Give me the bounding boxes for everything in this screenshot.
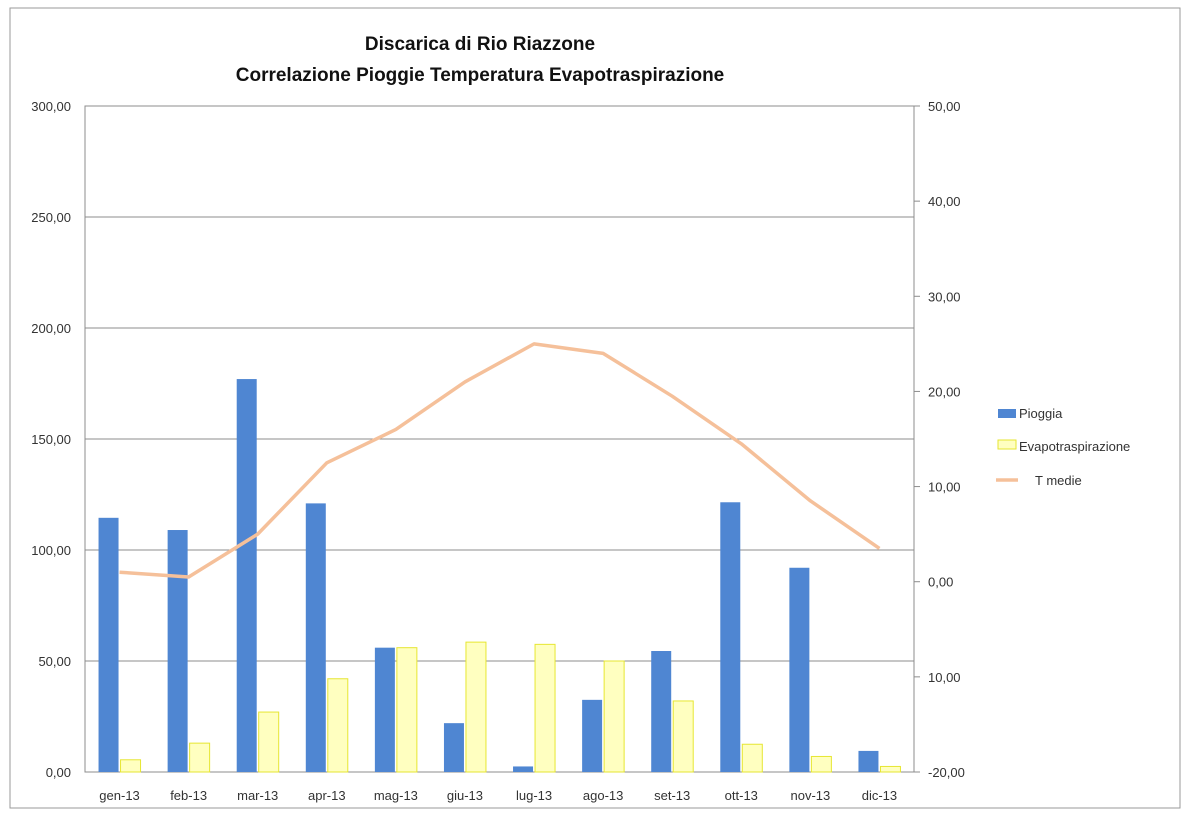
legend-label-t-medie: T medie	[1035, 473, 1082, 488]
x-category-label: mar-13	[237, 788, 278, 803]
bar-pioggia	[305, 503, 326, 772]
y-right-tick-label: 10,00	[928, 670, 961, 685]
x-category-label: giu-13	[447, 788, 483, 803]
x-category-label: ago-13	[583, 788, 623, 803]
x-category-label: gen-13	[99, 788, 139, 803]
x-category-label: dic-13	[862, 788, 897, 803]
chart-subtitle: Correlazione Pioggie Temperatura Evapotr…	[236, 65, 725, 86]
x-category-label: set-13	[654, 788, 690, 803]
bar-evapotraspirazione	[396, 647, 418, 773]
bar-pioggia	[443, 723, 464, 772]
bar-pioggia	[98, 517, 119, 772]
y-left-tick-label: 100,00	[31, 543, 71, 558]
bar-evapotraspirazione	[879, 765, 901, 773]
legend-label-evapotraspirazione: Evapotraspirazione	[1019, 439, 1130, 454]
chart-marks	[98, 342, 901, 773]
x-category-label: mag-13	[374, 788, 418, 803]
y-right-tick-label: 50,00	[928, 99, 961, 114]
y-left-tick-label: 50,00	[38, 654, 71, 669]
y-left-tick-label: 0,00	[46, 765, 71, 780]
bar-pioggia	[858, 750, 879, 772]
bar-pioggia	[513, 766, 534, 772]
bar-pioggia	[167, 530, 188, 772]
line-t-medie	[119, 342, 881, 579]
chart-title: Discarica di Rio Riazzone	[365, 34, 595, 55]
bar-pioggia	[374, 647, 395, 772]
bar-pioggia	[720, 502, 741, 772]
legend: Pioggia Evapotraspirazione T medie	[996, 406, 1130, 488]
bar-pioggia	[789, 567, 810, 772]
y-left-tick-label: 300,00	[31, 99, 71, 114]
bar-evapotraspirazione	[672, 700, 694, 773]
y-left-tick-label: 250,00	[31, 210, 71, 225]
y-right-tick-label: 40,00	[928, 194, 961, 209]
x-category-label: feb-13	[170, 788, 207, 803]
y-right-tick-label: 10,00	[928, 480, 961, 495]
y-left-tick-label: 150,00	[31, 432, 71, 447]
bar-evapotraspirazione	[189, 742, 211, 773]
bar-pioggia	[651, 651, 672, 772]
bar-evapotraspirazione	[120, 759, 142, 773]
x-category-label: nov-13	[791, 788, 831, 803]
x-category-label: apr-13	[308, 788, 346, 803]
bar-evapotraspirazione	[327, 678, 349, 773]
legend-label-pioggia: Pioggia	[1019, 406, 1063, 421]
plot-area	[84, 105, 915, 773]
y-left-tick-label: 200,00	[31, 321, 71, 336]
bar-evapotraspirazione	[741, 743, 763, 773]
bar-evapotraspirazione	[603, 660, 625, 773]
x-category-label: lug-13	[516, 788, 552, 803]
chart-border	[9, 7, 1181, 809]
x-category-label: ott-13	[725, 788, 758, 803]
bar-evapotraspirazione	[534, 643, 556, 773]
bar-evapotraspirazione	[465, 641, 487, 773]
bar-evapotraspirazione	[810, 755, 832, 773]
legend-swatch-pioggia	[998, 409, 1016, 418]
y-right-tick-label: 20,00	[928, 384, 961, 399]
axis-labels: 0,00 50,00 100,00 150,00 200,00 250,00 300,00 -…	[31, 99, 965, 803]
bar-pioggia	[236, 379, 257, 772]
bar-pioggia	[582, 699, 603, 772]
y-right-tick-label: -20,00	[928, 765, 965, 780]
gridlines	[85, 216, 914, 662]
y-right-tick-label: 30,00	[928, 289, 961, 304]
bar-evapotraspirazione	[258, 711, 280, 773]
legend-swatch-evapotraspirazione	[997, 439, 1017, 450]
y-right-tick-label: 0,00	[928, 575, 953, 590]
